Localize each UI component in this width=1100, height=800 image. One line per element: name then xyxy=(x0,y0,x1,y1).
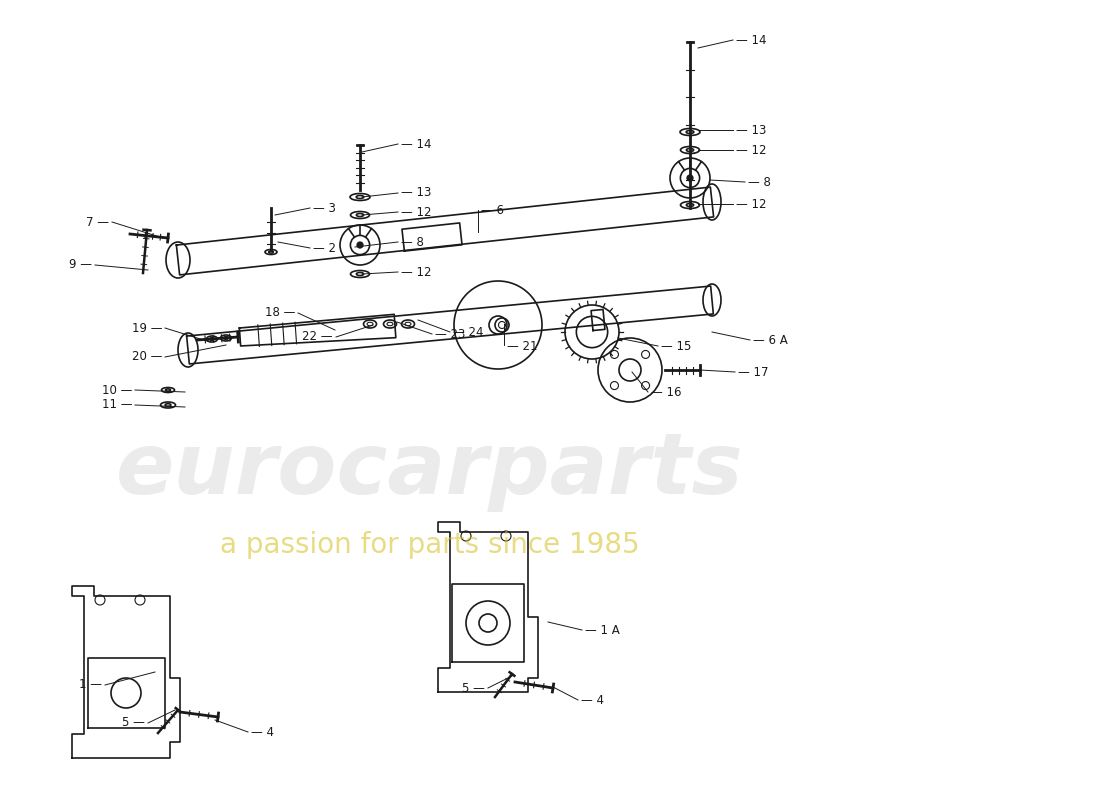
Text: — 13: — 13 xyxy=(736,123,767,137)
Text: eurocarparts: eurocarparts xyxy=(117,429,744,511)
Text: — 16: — 16 xyxy=(651,386,682,398)
Text: 1 —: 1 — xyxy=(79,678,102,691)
Text: — 6: — 6 xyxy=(481,203,504,217)
Text: 20 —: 20 — xyxy=(132,350,162,363)
Text: — 17: — 17 xyxy=(738,366,769,378)
Text: — 12: — 12 xyxy=(736,143,767,157)
Text: — 12: — 12 xyxy=(736,198,767,210)
Text: — 14: — 14 xyxy=(736,34,767,46)
Text: — 8: — 8 xyxy=(402,235,424,249)
Text: 18 —: 18 — xyxy=(265,306,295,319)
Circle shape xyxy=(688,175,693,181)
Text: — 4: — 4 xyxy=(251,726,274,738)
Text: 19 —: 19 — xyxy=(132,322,162,334)
Circle shape xyxy=(358,242,363,248)
Text: — 4: — 4 xyxy=(581,694,604,706)
Text: 5 —: 5 — xyxy=(122,717,145,730)
Text: — 2: — 2 xyxy=(314,242,336,254)
Text: — 6 A: — 6 A xyxy=(754,334,788,346)
Text: 10 —: 10 — xyxy=(101,383,132,397)
Text: — 12: — 12 xyxy=(402,206,431,218)
Text: — 23: — 23 xyxy=(434,327,465,341)
Text: 7 —: 7 — xyxy=(86,215,109,229)
Text: — 14: — 14 xyxy=(402,138,431,150)
Text: a passion for parts since 1985: a passion for parts since 1985 xyxy=(220,531,640,559)
Text: — 13: — 13 xyxy=(402,186,431,199)
Text: — 15: — 15 xyxy=(661,339,692,353)
Text: 5 —: 5 — xyxy=(462,682,485,694)
Text: — 3: — 3 xyxy=(314,202,336,214)
Text: 9 —: 9 — xyxy=(69,258,92,271)
Text: — 12: — 12 xyxy=(402,266,431,278)
Text: 22 —: 22 — xyxy=(302,330,333,343)
Text: — 8: — 8 xyxy=(748,175,771,189)
Text: — 1 A: — 1 A xyxy=(585,623,619,637)
Text: — 24: — 24 xyxy=(453,326,484,338)
Text: — 21: — 21 xyxy=(507,341,538,354)
Text: 11 —: 11 — xyxy=(101,398,132,411)
